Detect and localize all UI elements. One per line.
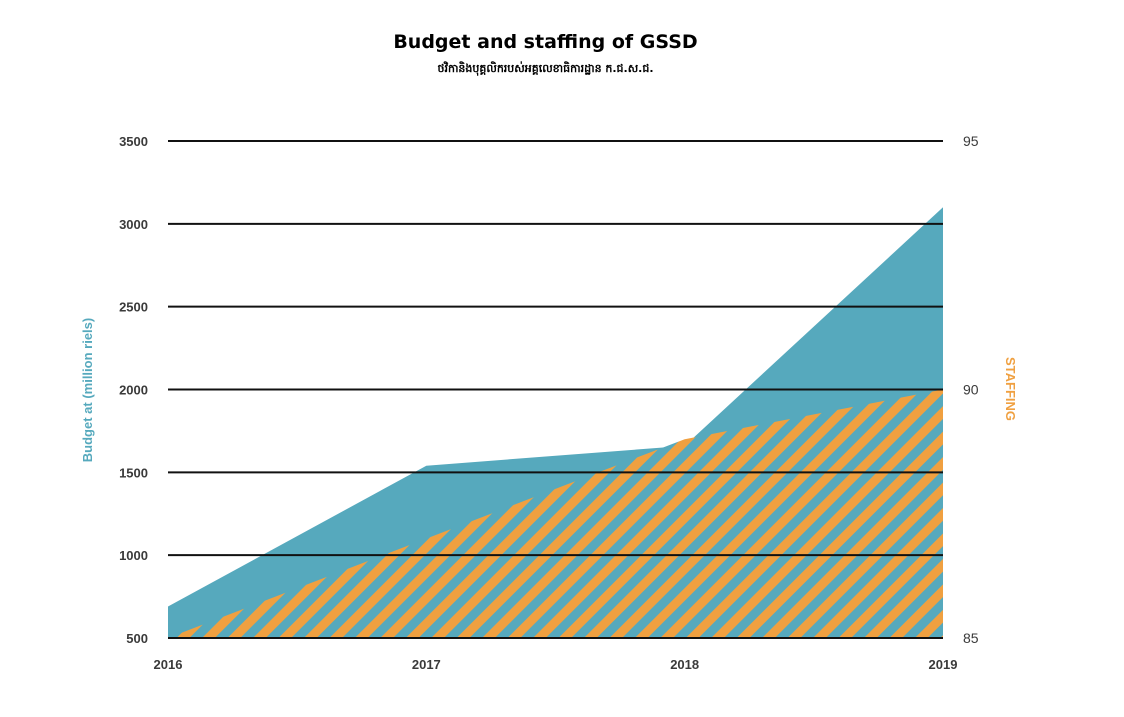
left-tick-label: 3000 xyxy=(119,217,148,232)
right-tick-label: 95 xyxy=(963,133,979,149)
left-tick-label: 500 xyxy=(126,631,148,646)
area-series-staffing xyxy=(168,389,943,638)
left-tick-label: 1500 xyxy=(119,465,148,480)
left-axis-title: Budget at (million riels) xyxy=(80,318,95,462)
x-tick-label: 2016 xyxy=(154,657,183,672)
right-axis-title: STAFFING xyxy=(1003,357,1018,421)
chart-subtitle: ថវិកានិងបុគ្គលិករបស់អគ្គលេខាធិការដ្ឋាន ក… xyxy=(437,62,654,75)
chart-title: Budget and staffing of GSSD xyxy=(393,31,698,53)
left-tick-label: 3500 xyxy=(119,134,148,149)
left-tick-label: 1000 xyxy=(119,548,148,563)
x-tick-label: 2017 xyxy=(412,657,441,672)
right-tick-label: 90 xyxy=(963,382,979,398)
right-tick-label: 85 xyxy=(963,630,979,646)
x-tick-label: 2018 xyxy=(670,657,699,672)
left-tick-label: 2000 xyxy=(119,383,148,398)
left-tick-label: 2500 xyxy=(119,300,148,315)
x-tick-label: 2019 xyxy=(929,657,958,672)
